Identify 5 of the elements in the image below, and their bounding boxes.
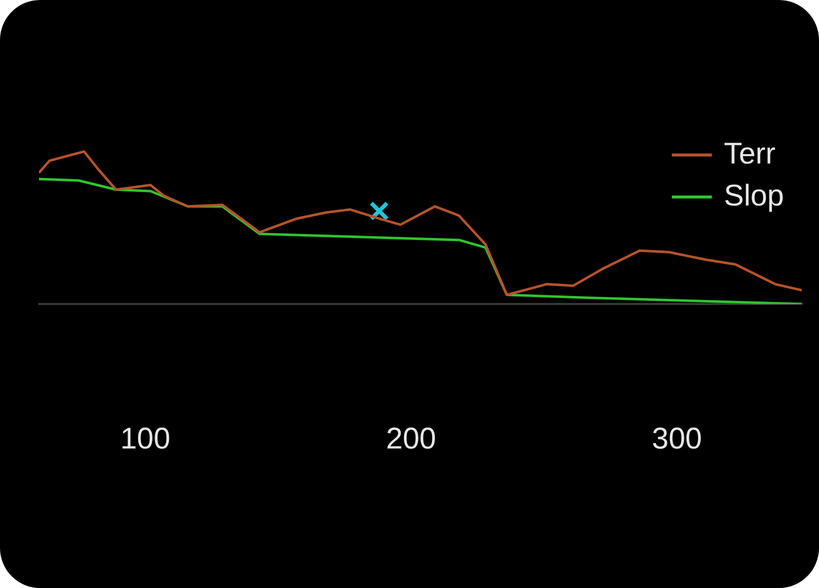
x-tick-label: 200 (386, 422, 436, 456)
legend-label: Slop (724, 179, 784, 212)
x-tick-label: 100 (120, 422, 170, 456)
legend-label: Terr (724, 137, 776, 170)
x-tick-label: 300 (652, 422, 702, 456)
